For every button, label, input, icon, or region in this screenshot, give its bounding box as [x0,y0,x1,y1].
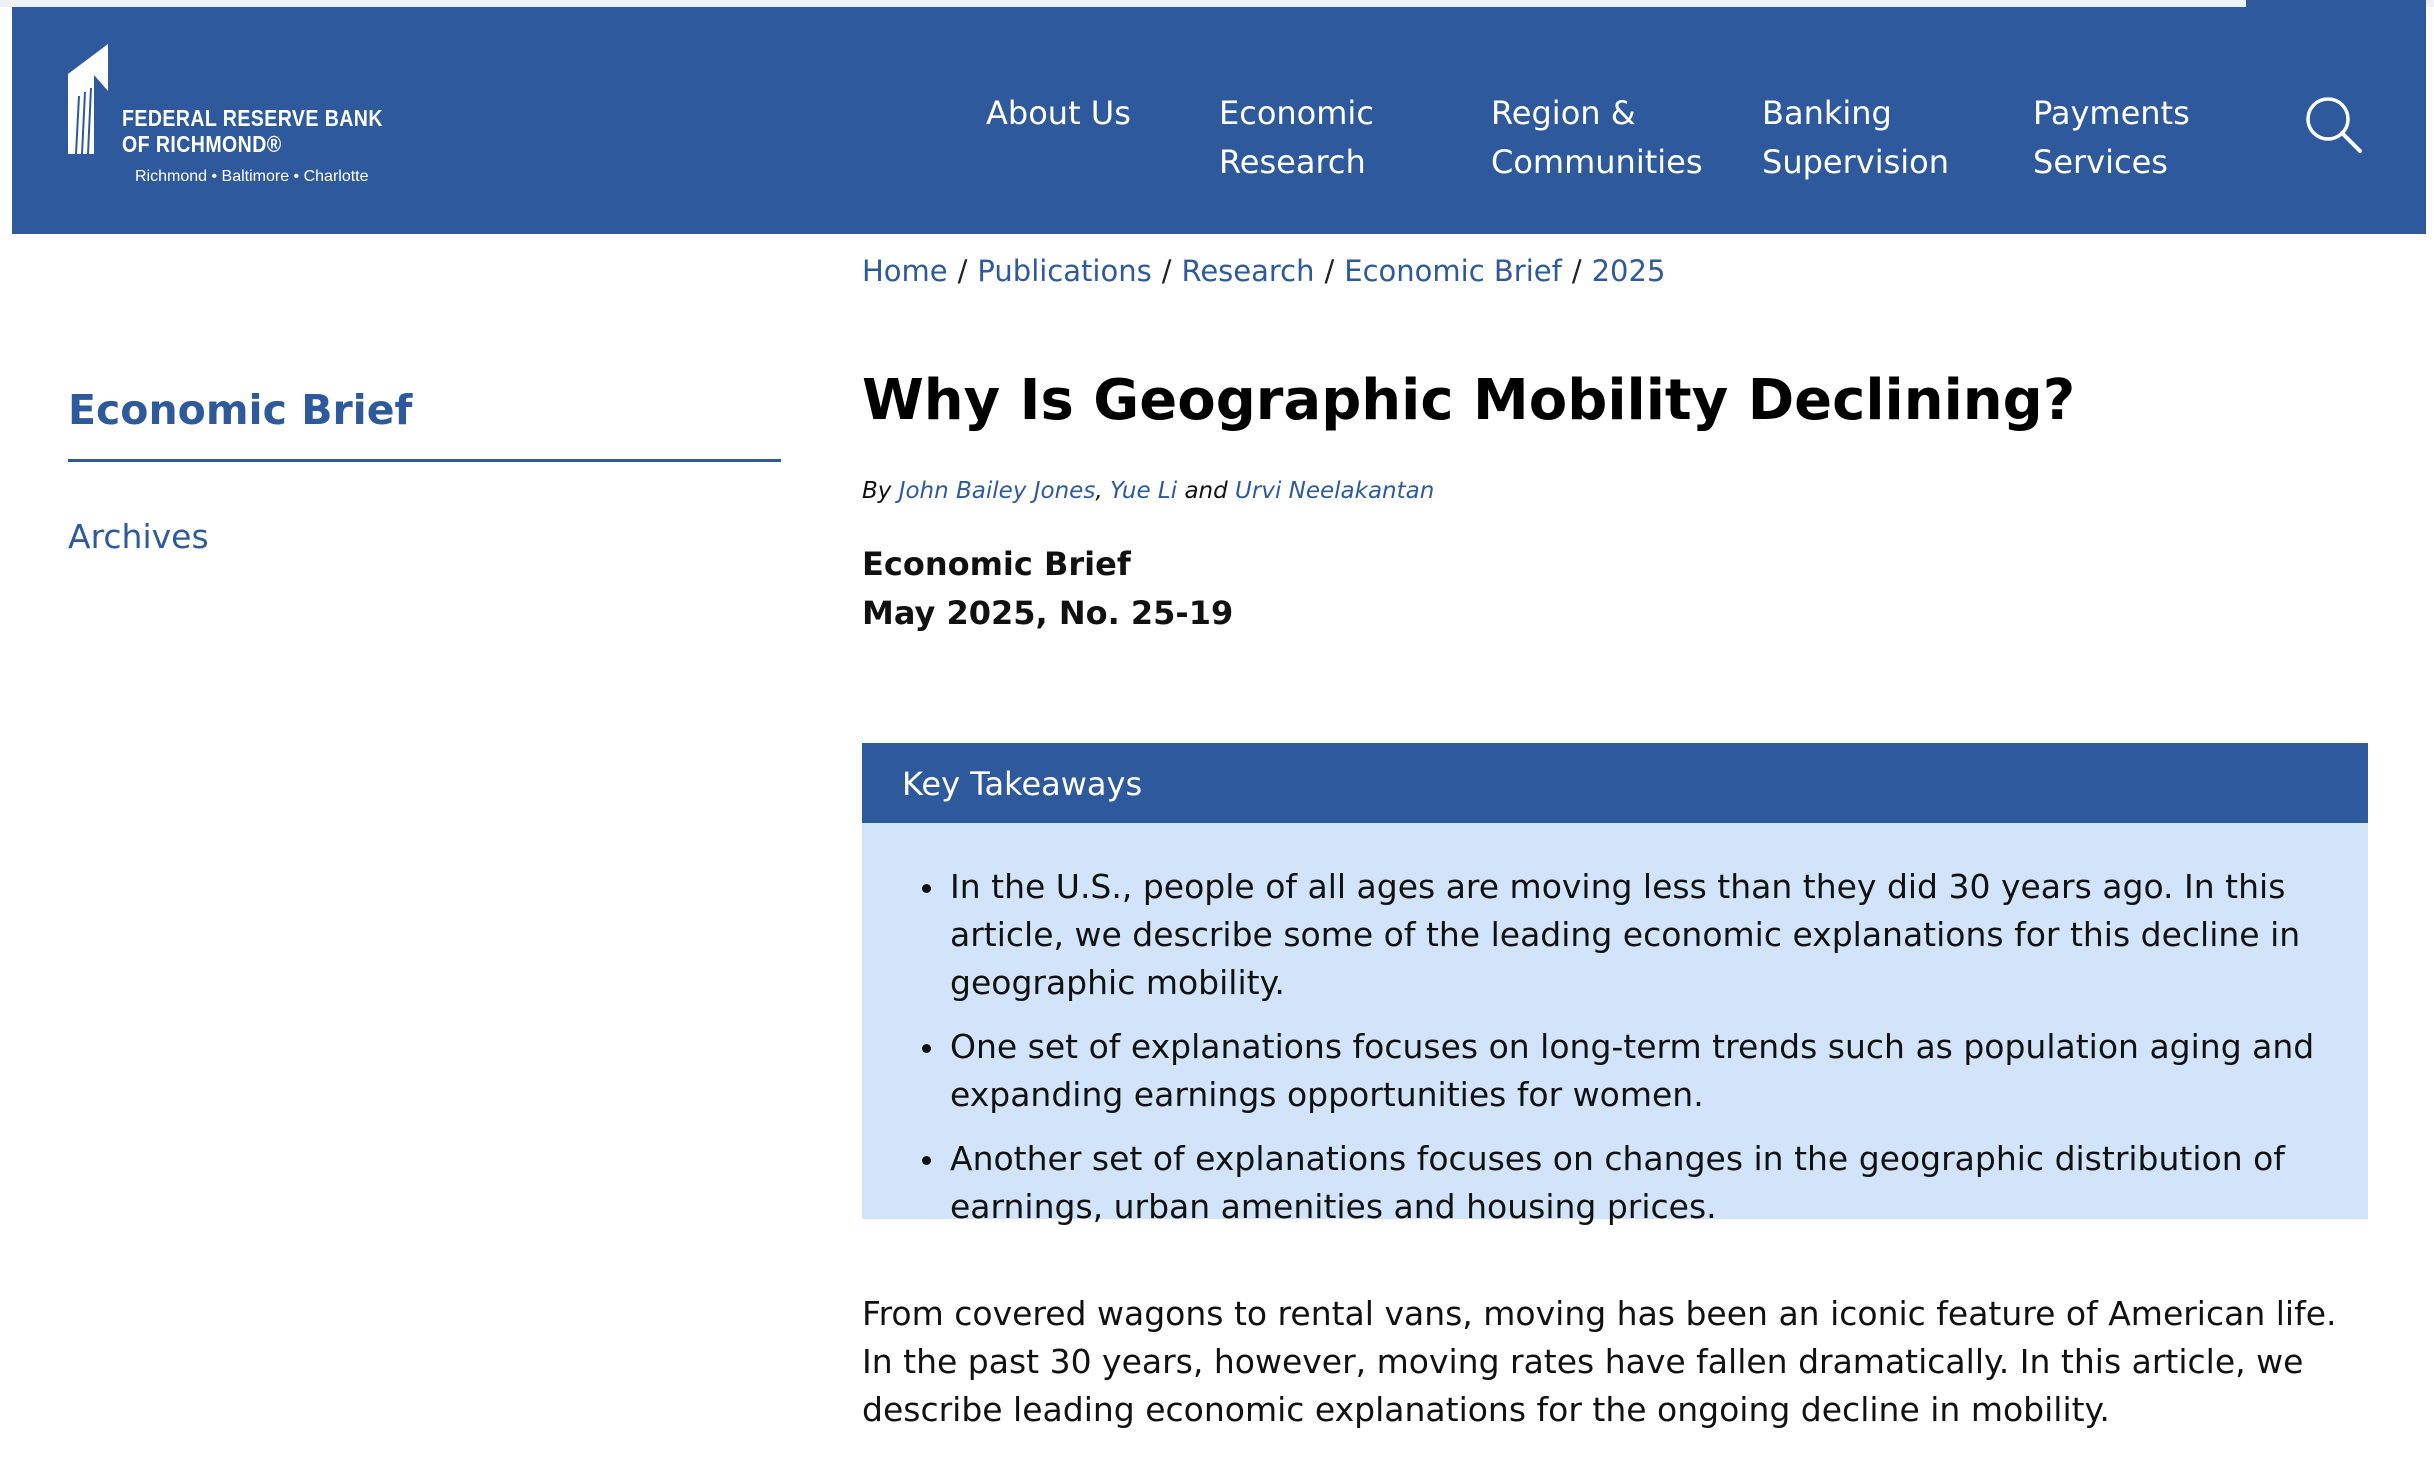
sidebar-title[interactable]: Economic Brief [68,386,413,434]
nav-economic-research[interactable]: Economic Research [1219,94,1374,181]
building-icon [68,44,108,154]
search-icon[interactable] [2304,95,2364,155]
author-link[interactable]: Urvi Neelakantan [1235,478,1435,504]
nav-payments-services[interactable]: Payments Services [2033,94,2190,181]
sidebar-divider [68,459,781,462]
issue-number: May 2025, No. 25-19 [862,594,1234,632]
nav-region-communities[interactable]: Region & Communities [1491,94,1703,181]
site-header: FEDERAL RESERVE BANK OF RICHMOND® Richmo… [12,7,2426,234]
takeaway-item: Another set of explanations focuses on c… [922,1135,2328,1231]
publication-meta: Economic Brief May 2025, No. 25-19 [862,540,1233,638]
series-name: Economic Brief [862,545,1131,583]
byline: By John Bailey Jones, Yue Li and Urvi Ne… [862,478,1435,504]
breadcrumb-research[interactable]: Research [1181,254,1315,288]
breadcrumb-home[interactable]: Home [862,254,948,288]
breadcrumb-economic-brief[interactable]: Economic Brief [1344,254,1562,288]
nav-about-us[interactable]: About Us [986,94,1131,132]
top-accent [2246,0,2426,7]
page-title: Why Is Geographic Mobility Declining? [862,368,2076,433]
breadcrumb: Home / Publications / Research / Economic Brie… [862,254,1666,288]
frb-richmond-logo[interactable]: FEDERAL RESERVE BANK OF RICHMOND® Richmo… [68,44,408,194]
intro-paragraph: From covered wagons to rental vans, movi… [862,1294,2337,1429]
breadcrumb-2025[interactable]: 2025 [1591,254,1666,288]
takeaway-item: In the U.S., people of all ages are movi… [922,863,2328,1007]
sidebar-item-archives[interactable]: Archives [68,517,209,556]
key-takeaways-heading: Key Takeaways [862,743,2368,823]
key-takeaways-box: In the U.S., people of all ages are movi… [862,823,2368,1226]
author-link[interactable]: Yue Li [1109,478,1178,504]
nav-banking-supervision[interactable]: Banking Supervision [1762,94,1949,181]
breadcrumb-publications[interactable]: Publications [977,254,1152,288]
top-strip [0,0,2434,7]
author-link[interactable]: John Bailey Jones [898,478,1096,504]
takeaway-item: One set of explanations focuses on long-… [922,1023,2328,1119]
